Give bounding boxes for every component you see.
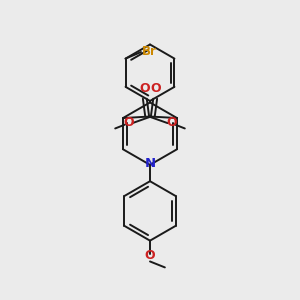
Text: Br: Br [142,45,157,58]
Text: O: O [167,116,177,129]
Text: O: O [150,82,161,94]
Text: O: O [145,249,155,262]
Text: O: O [139,82,150,94]
Text: N: N [144,157,156,170]
Text: O: O [123,116,134,129]
